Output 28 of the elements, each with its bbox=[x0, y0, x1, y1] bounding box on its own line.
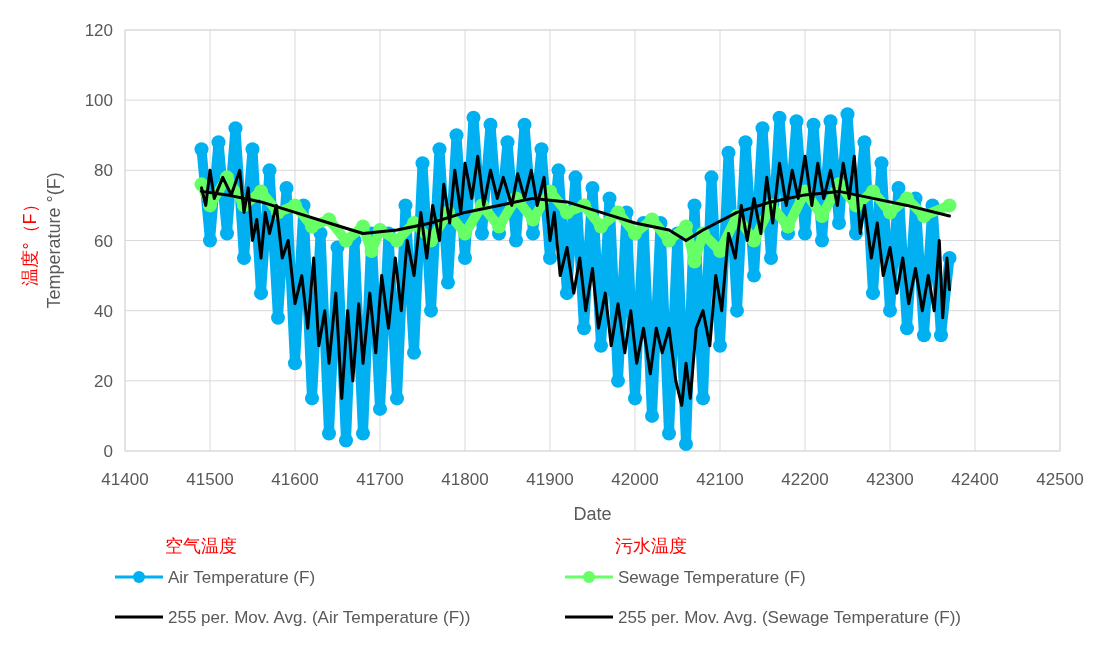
legend-label: Sewage Temperature (F) bbox=[618, 568, 806, 587]
text: 污水温度 bbox=[615, 536, 687, 556]
text: 空气温度 bbox=[165, 536, 237, 556]
x-axis-title: Date bbox=[573, 504, 612, 524]
y-tick-label: 60 bbox=[94, 231, 113, 251]
x-tick-label: 42100 bbox=[696, 470, 744, 489]
y-tick-label: 0 bbox=[103, 442, 113, 461]
x-tick-label: 42200 bbox=[781, 470, 829, 489]
y-tick-label: 80 bbox=[94, 161, 113, 181]
x-tick-label: 41500 bbox=[186, 470, 234, 489]
y-tick-label: 20 bbox=[94, 371, 113, 391]
x-tick-label: 42300 bbox=[866, 470, 914, 489]
text: 温度°（F） bbox=[20, 195, 40, 286]
x-tick-label: 41400 bbox=[101, 470, 149, 489]
x-tick-label: 41900 bbox=[526, 470, 574, 489]
y-tick-label: 40 bbox=[94, 301, 113, 321]
x-tick-label: 41700 bbox=[356, 470, 404, 489]
legend-label: Air Temperature (F) bbox=[168, 568, 316, 587]
x-tick-label: 42400 bbox=[951, 470, 999, 489]
y-tick-label: 100 bbox=[84, 91, 113, 111]
x-tick-label: 42000 bbox=[611, 470, 659, 489]
legend-label: 255 per. Mov. Avg. (Sewage Temperature (F)) bbox=[618, 608, 961, 627]
y-axis-title: Temperature °(F) bbox=[44, 172, 64, 309]
x-tick-label: 41800 bbox=[441, 470, 489, 489]
x-tick-label: 42500 bbox=[1036, 470, 1084, 489]
y-tick-label: 120 bbox=[84, 21, 113, 40]
legend-label: 255 per. Mov. Avg. (Air Temperature (F)) bbox=[168, 608, 471, 627]
x-tick-label: 41600 bbox=[271, 470, 319, 489]
